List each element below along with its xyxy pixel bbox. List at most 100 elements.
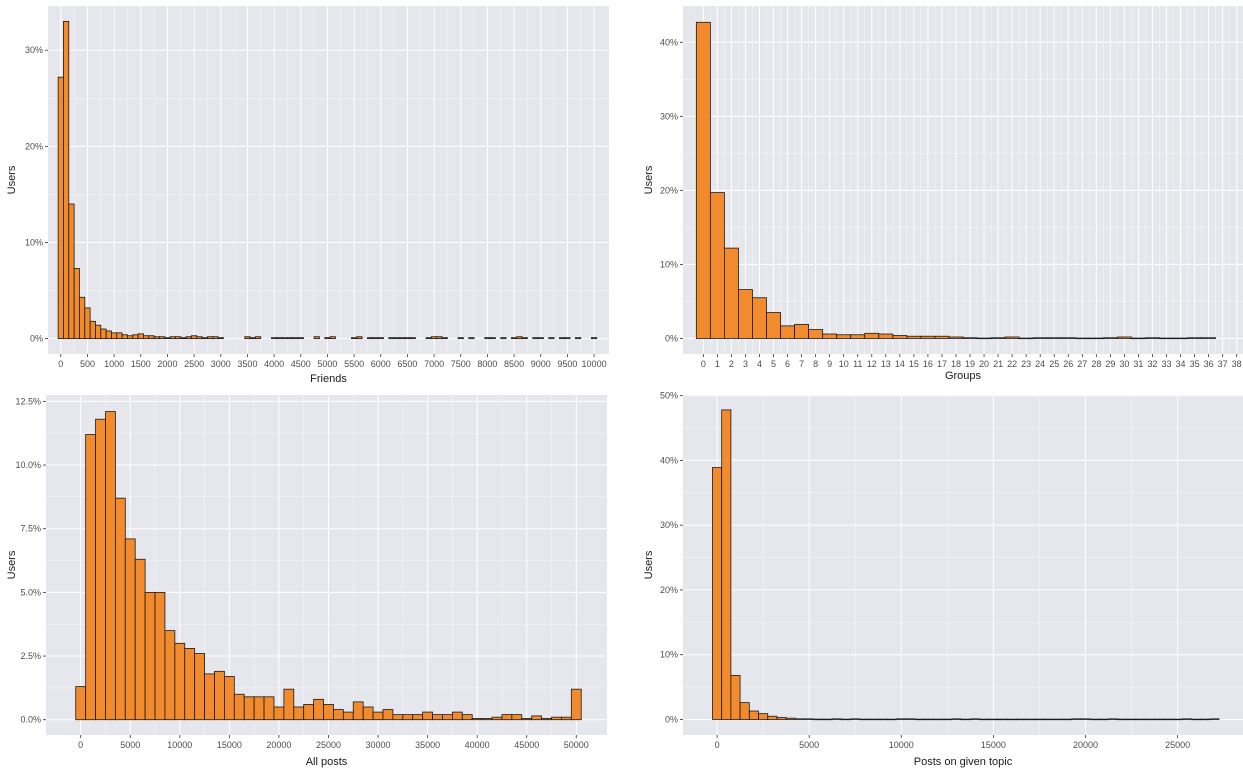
histogram-bar [100, 328, 107, 340]
x-tick-label: 34 [1176, 359, 1186, 369]
x-tick-label: 0 [58, 359, 63, 369]
histogram-bar [431, 336, 438, 340]
histogram-bar [960, 718, 971, 721]
histogram-bar [105, 330, 112, 340]
histogram-bar [372, 711, 384, 721]
histogram-bar [201, 337, 208, 340]
histogram-bar [591, 337, 598, 340]
histogram-bar [116, 332, 123, 340]
histogram-bar [342, 711, 354, 721]
histogram-bar [432, 714, 443, 721]
histogram-bar [1098, 718, 1109, 721]
histogram-bar [461, 714, 473, 721]
histogram-bar [887, 718, 898, 721]
histogram-bar [196, 336, 203, 340]
histogram-bar [297, 337, 304, 340]
x-axis: 0 500 1000 1500 2000 2500 3000 3500 4000 4500 5000… [58, 354, 607, 369]
y-tick-label: 5.0% [20, 587, 41, 597]
histogram-bar [111, 332, 118, 340]
histogram-bar [906, 335, 922, 339]
histogram-bar [1154, 718, 1165, 721]
histogram-bar [785, 717, 796, 720]
x-tick-label: 22 [1007, 359, 1017, 369]
x-tick-label: 5500 [344, 359, 364, 369]
x-tick-label: 30000 [366, 740, 391, 750]
histogram-bar [132, 334, 139, 340]
x-tick-label: 5000 [799, 740, 819, 750]
x-tick-label: 500 [80, 359, 95, 369]
histogram-bar [153, 336, 160, 340]
histogram-bar [850, 334, 866, 339]
histogram-bar [1117, 718, 1128, 721]
x-tick-label: 11 [853, 359, 862, 369]
histogram-bar [442, 714, 453, 721]
x-tick-label: 10000 [582, 359, 607, 369]
x-tick-label: 38 [1232, 359, 1242, 369]
histogram-bar [243, 696, 255, 721]
x-axis-title: All posts [306, 756, 348, 768]
x-tick-label: 10000 [889, 740, 914, 750]
histogram-bar [748, 710, 759, 720]
histogram-bar [1201, 337, 1217, 339]
y-axis: 0% 10% 20% 30% 40% [660, 37, 683, 343]
histogram-bar [948, 336, 964, 339]
histogram-bar [1181, 718, 1192, 720]
histogram-bar [730, 675, 741, 720]
histogram-bar [859, 718, 870, 721]
x-tick-label: 21 [993, 359, 1003, 369]
x-tick-label: 12 [867, 359, 877, 369]
histogram-panel-1: 0 500 1000 1500 2000 2500 3000 3500 4000 4500 5000… [6, 6, 609, 385]
histogram-bar [1074, 337, 1090, 340]
histogram-bar [148, 335, 155, 340]
histogram-bar [399, 337, 406, 340]
histogram-bar [451, 711, 463, 721]
histogram-bar [175, 336, 182, 340]
x-tick-label: 8500 [504, 359, 524, 369]
x-tick-label: 9000 [531, 359, 551, 369]
histogram-bar [333, 709, 344, 721]
histogram-bar [822, 718, 833, 721]
histogram-bar [1071, 718, 1082, 720]
histogram-bar [1135, 718, 1146, 721]
histogram-bar [68, 203, 75, 340]
y-tick-label: 10% [660, 259, 678, 269]
histogram-bar [144, 591, 156, 721]
histogram-bar [313, 698, 324, 721]
histogram-bar [1173, 337, 1188, 340]
histogram-bar [561, 716, 572, 721]
plot-background [683, 395, 1243, 735]
histogram-bar [934, 335, 950, 339]
histogram-bar [739, 702, 750, 720]
x-tick-label: 14 [895, 359, 905, 369]
histogram-bar [292, 337, 299, 340]
x-axis: 0 5000 10000 15000 20000 25000 30000 35000 40000… [78, 735, 589, 750]
histogram-bar [564, 337, 571, 340]
histogram-bar [233, 693, 245, 721]
minor-gridlines [48, 6, 609, 354]
histogram-bar [329, 336, 336, 340]
histogram-bar [813, 718, 824, 721]
histogram-bar [537, 337, 544, 340]
histogram-bar [263, 696, 275, 721]
x-tick-label: 4500 [291, 359, 311, 369]
plot-background [48, 6, 609, 354]
bars [712, 409, 1220, 721]
x-tick-label: 8000 [477, 359, 497, 369]
histogram-bar [457, 337, 464, 340]
x-tick-label: 18 [951, 359, 961, 369]
histogram-bar [990, 337, 1006, 339]
histogram-bar [412, 714, 424, 721]
y-axis: 0.0% 2.5% 5.0% 7.5% 10.0% 12.5% [15, 396, 46, 725]
x-tick-label: 4000 [264, 359, 284, 369]
histogram-bar [767, 715, 778, 720]
histogram-bar [244, 336, 251, 340]
histogram-bar [63, 20, 70, 340]
x-tick-label: 29 [1105, 359, 1115, 369]
histogram-bar [255, 336, 262, 340]
y-tick-label: 20% [660, 585, 678, 595]
x-tick-label: 37 [1218, 359, 1228, 369]
histogram-bar [184, 648, 196, 721]
histogram-bar [377, 337, 384, 340]
x-tick-label: 6 [785, 359, 790, 369]
histogram-bar [864, 332, 880, 339]
